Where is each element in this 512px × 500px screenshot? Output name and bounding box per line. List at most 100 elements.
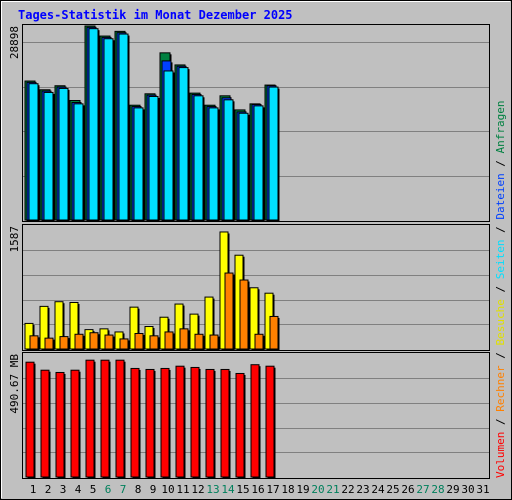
bar-pages-day-11 <box>178 67 189 221</box>
bar-volume-day-15 <box>235 372 245 478</box>
bar-volume-day-16 <box>250 364 260 478</box>
bar-pages-day-15 <box>238 112 249 221</box>
x-tick-day-16: 16 <box>251 483 264 496</box>
bar-pages-day-13 <box>208 107 219 221</box>
bar-volume-day-4 <box>70 369 80 478</box>
bar-visits-day-12 <box>189 313 199 350</box>
x-axis-labels: 1 2 3 4 5 6 7 8 9 10 11 12 13 14 15 16 17 18 19 20 21 22 23 24 2… <box>30 483 490 496</box>
bar-sites-day-10 <box>164 331 174 350</box>
bar-sites-day-12 <box>194 333 204 350</box>
bar-volume-day-2 <box>40 369 50 478</box>
legend: Volumen / Rechner / Besuche / Seiten / D… <box>494 100 507 478</box>
bar-volume-day-11 <box>175 365 185 478</box>
x-tick-day-19: 19 <box>296 483 309 496</box>
y-max-label-requests: 28898 <box>8 26 21 59</box>
x-tick-day-18: 18 <box>281 483 294 496</box>
bar-sites-day-6 <box>104 334 114 350</box>
x-tick-day-14: 14 <box>221 483 235 496</box>
bar-sites-day-9 <box>149 335 159 350</box>
x-tick-day-21: 21 <box>326 483 339 496</box>
bar-pages-day-2 <box>43 91 54 221</box>
x-tick-day-29: 29 <box>446 483 459 496</box>
bar-pages-day-4 <box>73 103 84 221</box>
bar-sites-day-17 <box>269 315 279 350</box>
bar-volume-day-1 <box>25 361 35 478</box>
bar-pages-day-17 <box>268 86 279 221</box>
legend-files: Dateien <box>494 173 507 219</box>
bar-visits-day-16 <box>249 287 259 350</box>
chart-title: Tages-Statistik im Monat Dezember 2025 <box>18 8 293 22</box>
bar-pages-day-16 <box>253 105 264 221</box>
bar-sites-day-3 <box>59 336 69 350</box>
x-tick-day-25: 25 <box>386 483 399 496</box>
legend-sep-2: / <box>494 346 507 359</box>
y-max-label-visits: 1587 <box>8 226 21 253</box>
x-tick-day-3: 3 <box>60 483 67 496</box>
bar-pages-day-8 <box>133 107 144 221</box>
bar-visits-day-13 <box>204 296 214 350</box>
legend-sep-5: / <box>494 153 507 166</box>
bar-sites-day-1 <box>29 335 39 350</box>
x-tick-day-5: 5 <box>90 483 97 496</box>
legend-volume: Volumen <box>494 432 507 478</box>
bar-sites-day-11 <box>179 328 189 350</box>
bar-volume-day-6 <box>100 359 110 478</box>
bar-pages-day-14 <box>223 99 234 221</box>
x-tick-day-27: 27 <box>416 483 429 496</box>
bars <box>24 25 280 479</box>
bar-volume-day-9 <box>145 368 155 478</box>
legend-sep-4: / <box>494 220 507 233</box>
bar-volume-day-3 <box>55 371 65 478</box>
x-tick-day-28: 28 <box>431 483 444 496</box>
bar-visits-day-3 <box>54 301 64 350</box>
bar-pages-day-3 <box>58 87 69 221</box>
legend-pages: Seiten <box>494 240 507 280</box>
bar-visits-day-11 <box>174 303 184 350</box>
x-tick-day-31: 31 <box>476 483 489 496</box>
x-tick-day-24: 24 <box>371 483 385 496</box>
bar-volume-day-7 <box>115 359 125 478</box>
bar-pages-day-12 <box>193 95 204 221</box>
x-tick-day-8: 8 <box>135 483 142 496</box>
bar-sites-day-14 <box>224 272 234 350</box>
x-tick-day-2: 2 <box>45 483 52 496</box>
bar-volume-day-17 <box>265 365 275 478</box>
bar-sites-day-5 <box>89 332 99 350</box>
legend-visits: Besuche <box>494 299 507 345</box>
bar-pages-day-10 <box>163 70 174 221</box>
x-tick-day-17: 17 <box>266 483 279 496</box>
bar-volume-day-13 <box>205 368 215 478</box>
bar-sites-day-2 <box>44 337 54 350</box>
bar-pages-day-9 <box>148 95 159 221</box>
bar-pages-day-6 <box>103 38 114 221</box>
bar-visits-day-4 <box>69 301 79 350</box>
bar-sites-day-13 <box>209 334 219 350</box>
x-tick-day-7: 7 <box>120 483 127 496</box>
legend-sep-1: / <box>494 412 507 425</box>
bar-volume-day-12 <box>190 366 200 478</box>
x-tick-day-9: 9 <box>150 483 157 496</box>
bar-visits-day-8 <box>129 306 139 350</box>
x-tick-day-13: 13 <box>206 483 219 496</box>
x-tick-day-26: 26 <box>401 483 414 496</box>
bar-volume-day-10 <box>160 367 170 478</box>
bar-volume-day-5 <box>85 359 95 478</box>
bar-volume-day-14 <box>220 368 230 478</box>
bar-sites-day-8 <box>134 332 144 350</box>
bar-sites-day-15 <box>239 279 249 350</box>
bar-volume-day-8 <box>130 367 140 478</box>
bar-pages-day-5 <box>88 28 99 221</box>
x-tick-day-6: 6 <box>105 483 112 496</box>
bar-sites-day-7 <box>119 338 129 350</box>
x-tick-day-11: 11 <box>176 483 189 496</box>
bar-pages-day-7 <box>118 33 129 221</box>
x-tick-day-10: 10 <box>161 483 174 496</box>
bar-sites-day-16 <box>254 333 264 350</box>
legend-sites: Rechner <box>494 365 507 412</box>
x-tick-day-15: 15 <box>236 483 249 496</box>
legend-hits: Anfragen <box>494 100 507 153</box>
bar-pages-day-1 <box>28 83 39 221</box>
x-tick-day-30: 30 <box>461 483 474 496</box>
x-tick-day-23: 23 <box>356 483 369 496</box>
